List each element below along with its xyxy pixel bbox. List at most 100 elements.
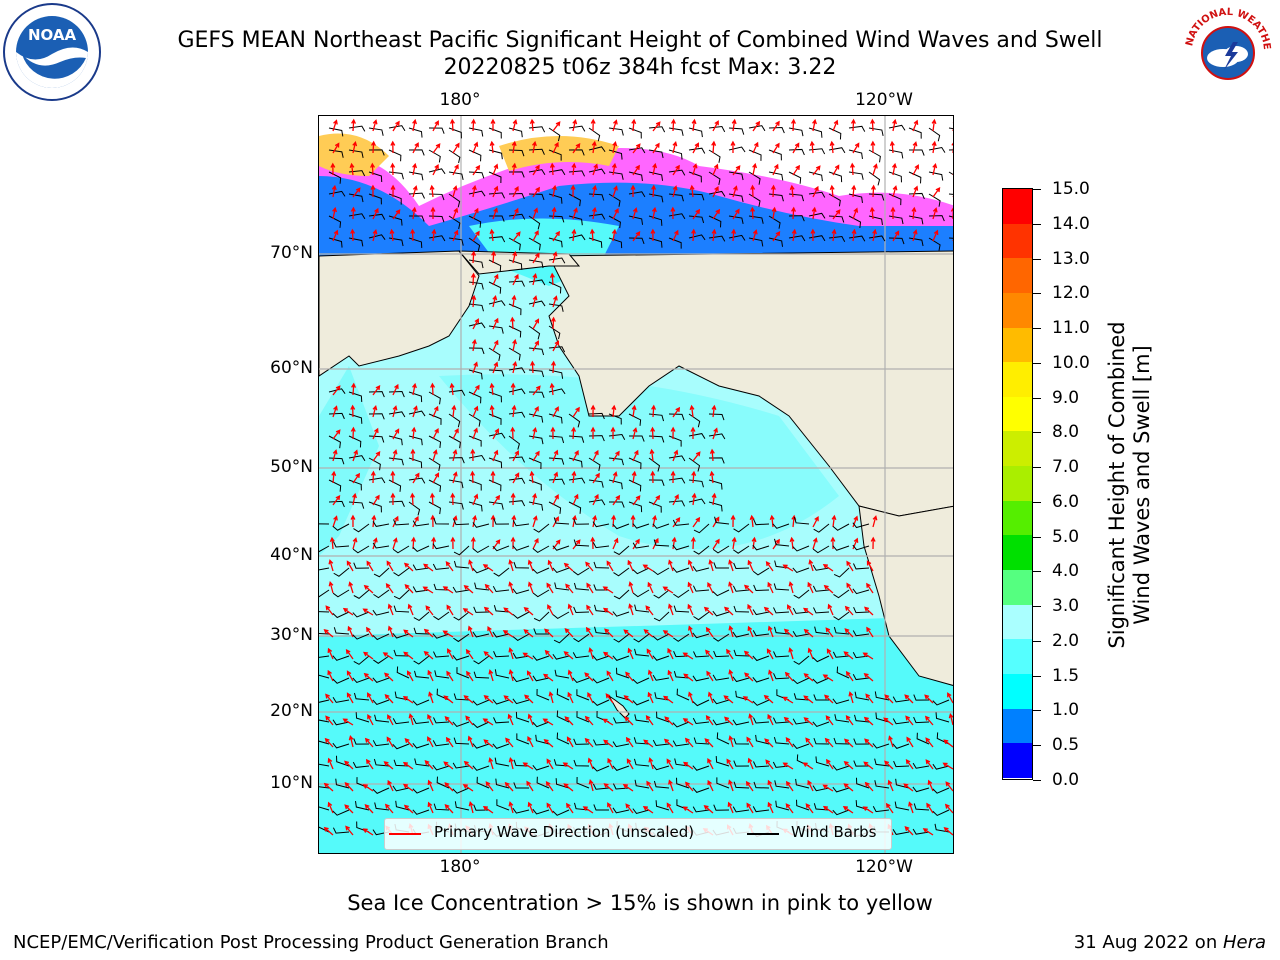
wave-direction-arrow [952, 239, 953, 241]
wave-direction-arrow [602, 718, 614, 726]
wave-direction-arrow [492, 273, 499, 286]
wave-direction-arrow [472, 405, 479, 418]
wind-barb [708, 433, 726, 440]
wind-barb [573, 582, 590, 591]
wave-direction-arrow [952, 122, 953, 131]
wave-direction-arrow [592, 184, 598, 198]
wind-barb [573, 606, 590, 613]
wave-direction-arrow [707, 691, 714, 704]
wind-barb [552, 545, 570, 551]
wave-direction-arrow [390, 470, 396, 484]
wind-barb [493, 567, 510, 577]
wind-barb [833, 737, 850, 745]
wave-direction-arrow [392, 449, 398, 462]
wave-direction-arrow [512, 185, 519, 198]
wave-direction-arrow [325, 693, 334, 704]
wave-direction-arrow [603, 783, 614, 792]
colorbar-tick-mark [1033, 328, 1041, 330]
wind-barb [852, 630, 870, 637]
footer-credit: NCEP/EMC/Verification Post Processing Pr… [13, 932, 609, 953]
wave-direction-arrow [728, 559, 734, 572]
wind-barb [628, 171, 643, 182]
wind-barb [432, 563, 450, 570]
wave-direction-arrow [522, 652, 534, 660]
wind-barb [432, 764, 450, 771]
wave-direction-arrow [587, 692, 594, 704]
wave-direction-arrow [487, 625, 494, 638]
wind-barb [613, 633, 630, 643]
wave-direction-arrow [367, 692, 374, 704]
wave-direction-arrow [363, 584, 374, 594]
wind-barb [472, 631, 490, 638]
wave-direction-arrow [870, 184, 876, 198]
wave-direction-arrow [552, 184, 557, 198]
wave-direction-arrow [482, 805, 494, 814]
wave-direction-arrow [612, 207, 619, 220]
wave-direction-arrow [650, 228, 656, 242]
wind-barb [576, 689, 590, 701]
wind-barb [634, 648, 650, 657]
wave-direction-arrow [767, 801, 774, 814]
wave-direction-arrow [571, 162, 577, 176]
wind-barb [752, 655, 770, 662]
wave-direction-arrow [444, 804, 454, 814]
wave-direction-arrow [692, 451, 701, 462]
wave-direction-arrow [392, 515, 399, 528]
wave-direction-arrow [788, 581, 794, 594]
colorbar-segment [1003, 258, 1032, 293]
wind-barb [372, 740, 390, 747]
wind-barb [592, 521, 610, 528]
wave-direction-arrow [611, 162, 617, 176]
wave-direction-arrow [647, 581, 654, 594]
wind-barb [572, 567, 590, 576]
wave-direction-arrow [747, 603, 754, 616]
wind-barb [332, 677, 350, 684]
wind-barb [854, 714, 870, 723]
wind-barb [319, 699, 330, 703]
lon-label-bottom-180: 180° [439, 857, 481, 877]
wave-direction-arrow [791, 228, 797, 242]
wave-direction-arrow [511, 140, 517, 154]
wind-barb [752, 544, 770, 551]
wave-direction-arrow [822, 564, 834, 572]
wave-direction-arrow [785, 737, 794, 748]
wind-barb [573, 539, 590, 547]
map-legend: Primary Wave Direction (unscaled) Wind B… [384, 818, 892, 850]
colorbar-segment [1003, 431, 1032, 467]
wave-direction-arrow [432, 143, 441, 154]
wave-direction-arrow [743, 650, 754, 660]
wind-barb [613, 567, 630, 577]
wind-barb [319, 632, 330, 635]
wave-direction-arrow [684, 737, 694, 748]
wind-barb [612, 655, 630, 661]
wave-direction-arrow [888, 735, 894, 748]
wave-direction-arrow [728, 779, 734, 792]
wind-barb [632, 808, 650, 815]
lon-label-bottom-120w: 120°W [855, 857, 913, 877]
wave-direction-arrow [548, 691, 554, 704]
wave-direction-arrow [572, 514, 577, 528]
wave-direction-arrow [692, 142, 699, 154]
wave-direction-arrow [350, 206, 356, 220]
wind-barb [832, 698, 850, 705]
wind-barb [672, 567, 690, 573]
wave-direction-arrow [512, 360, 518, 374]
wave-direction-arrow [332, 449, 338, 462]
wave-direction-arrow [545, 780, 554, 792]
wave-direction-arrow [670, 470, 676, 484]
wave-direction-arrow [789, 184, 795, 198]
wave-direction-arrow [647, 669, 654, 682]
wave-direction-arrow [329, 536, 335, 550]
wave-direction-arrow [811, 206, 817, 220]
wave-direction-arrow [632, 538, 640, 550]
wave-direction-arrow [945, 781, 953, 792]
wave-direction-arrow [524, 694, 534, 704]
wave-direction-arrow [332, 429, 341, 440]
wave-direction-arrow [783, 628, 794, 638]
wind-barb [393, 649, 410, 657]
wave-direction-arrow [412, 515, 419, 528]
wave-direction-arrow [492, 207, 498, 220]
wind-barb [532, 655, 550, 661]
wind-barb [828, 147, 846, 154]
wind-barb [792, 718, 810, 725]
